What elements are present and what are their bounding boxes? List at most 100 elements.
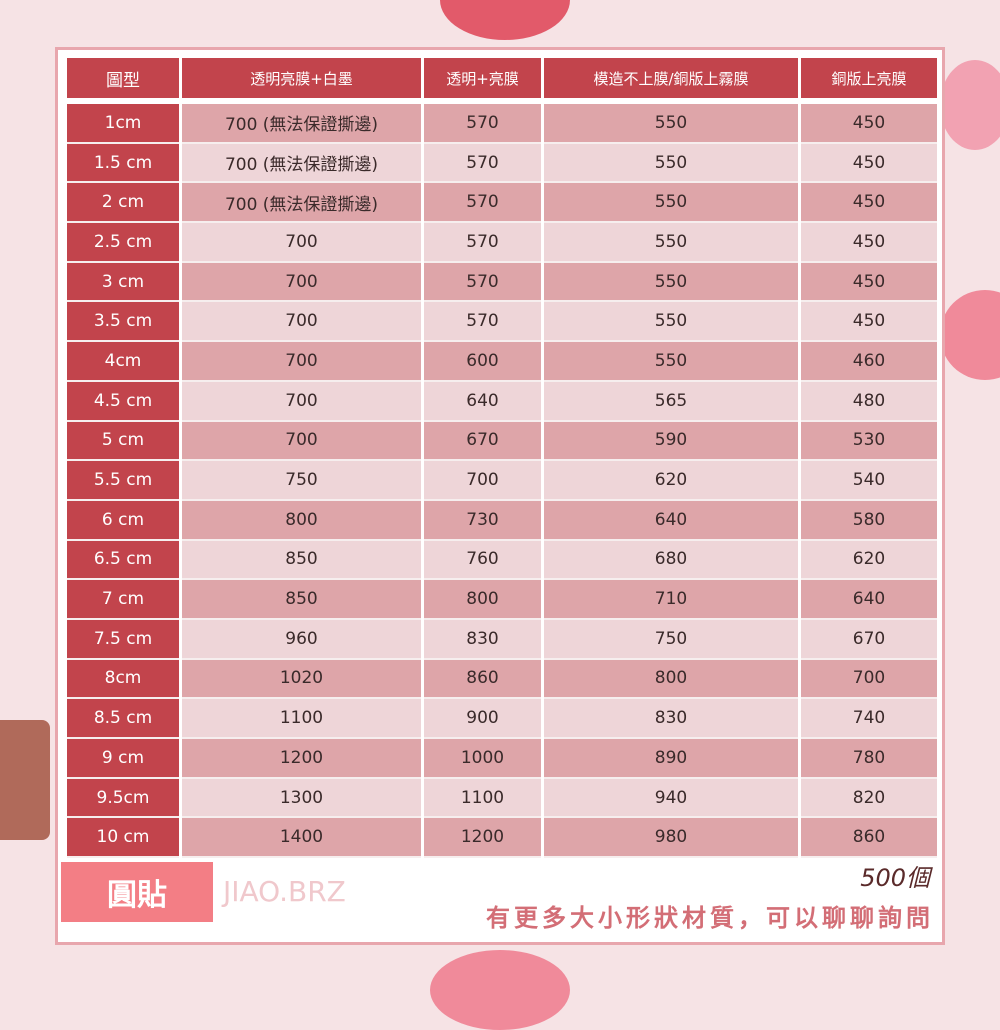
price-cell: 800 (544, 659, 798, 700)
price-cell: 1100 (182, 699, 421, 739)
brand-watermark: JIAO.BRZ (223, 875, 346, 908)
price-cell: 565 (544, 381, 798, 422)
product-tag: 圓貼 (61, 862, 213, 922)
price-cell: 830 (544, 699, 798, 739)
price-cell: 570 (424, 183, 541, 224)
table-row: 9.5cm 1300 1100 940 820 (67, 778, 938, 819)
size-cell: 4.5 cm (67, 381, 179, 422)
price-table-panel: 圖型 透明亮膜+白墨 透明+亮膜 模造不上膜/銅版上霧膜 銅版上亮膜 1cm 70… (55, 47, 945, 945)
price-cell: 550 (544, 104, 798, 144)
price-cell: 700 (無法保證撕邊) (182, 104, 421, 144)
size-cell: 9.5cm (67, 778, 179, 819)
table-row: 8cm 1020 860 800 700 (67, 659, 938, 700)
size-cell: 8cm (67, 659, 179, 700)
price-cell: 760 (424, 540, 541, 581)
size-cell: 2.5 cm (67, 223, 179, 263)
table-row: 5 cm 700 670 590 530 (67, 421, 938, 462)
price-cell: 450 (801, 262, 937, 303)
price-cell: 590 (544, 421, 798, 462)
table-row: 7 cm 850 800 710 640 (67, 580, 938, 620)
size-cell: 4cm (67, 342, 179, 382)
price-cell: 700 (424, 461, 541, 501)
decoration (440, 0, 570, 40)
price-cell: 670 (801, 619, 937, 660)
price-cell: 570 (424, 262, 541, 303)
table-row: 1.5 cm 700 (無法保證撕邊) 570 550 450 (67, 143, 938, 184)
header-cell: 圖型 (67, 58, 179, 98)
price-cell: 700 (182, 223, 421, 263)
price-cell: 850 (182, 580, 421, 620)
size-cell: 3.5 cm (67, 302, 179, 343)
price-cell: 1200 (424, 818, 541, 859)
price-cell: 900 (424, 699, 541, 739)
size-cell: 6.5 cm (67, 540, 179, 581)
price-cell: 860 (801, 818, 937, 859)
table-row: 2.5 cm 700 570 550 450 (67, 223, 938, 263)
price-cell: 730 (424, 500, 541, 541)
price-cell: 750 (182, 461, 421, 501)
size-cell: 1cm (67, 104, 179, 144)
table-row: 5.5 cm 750 700 620 540 (67, 461, 938, 501)
table-row: 3 cm 700 570 550 450 (67, 262, 938, 303)
price-cell: 450 (801, 104, 937, 144)
price-cell: 570 (424, 143, 541, 184)
price-cell: 1200 (182, 739, 421, 779)
price-cell: 570 (424, 104, 541, 144)
table-row: 9 cm 1200 1000 890 780 (67, 739, 938, 779)
table-row: 10 cm 1400 1200 980 860 (67, 818, 938, 859)
price-cell: 700 (無法保證撕邊) (182, 143, 421, 184)
price-cell: 890 (544, 739, 798, 779)
price-cell: 740 (801, 699, 937, 739)
price-cell: 830 (424, 619, 541, 660)
size-cell: 2 cm (67, 183, 179, 224)
price-cell: 700 (182, 421, 421, 462)
price-cell: 640 (801, 580, 937, 620)
price-cell: 700 (182, 381, 421, 422)
decoration (430, 950, 570, 1030)
price-cell: 550 (544, 183, 798, 224)
size-cell: 1.5 cm (67, 143, 179, 184)
price-cell: 600 (424, 342, 541, 382)
price-cell: 620 (544, 461, 798, 501)
price-cell: 670 (424, 421, 541, 462)
price-cell: 960 (182, 619, 421, 660)
table-row: 1cm 700 (無法保證撕邊) 570 550 450 (67, 104, 938, 144)
price-cell: 940 (544, 778, 798, 819)
price-cell: 530 (801, 421, 937, 462)
price-cell: 1100 (424, 778, 541, 819)
table-row: 6.5 cm 850 760 680 620 (67, 540, 938, 581)
size-cell: 7 cm (67, 580, 179, 620)
price-cell: 570 (424, 302, 541, 343)
price-cell: 550 (544, 143, 798, 184)
price-cell: 710 (544, 580, 798, 620)
price-cell: 540 (801, 461, 937, 501)
decoration (940, 290, 1000, 380)
price-cell: 800 (424, 580, 541, 620)
price-cell: 800 (182, 500, 421, 541)
size-cell: 3 cm (67, 262, 179, 303)
size-cell: 5 cm (67, 421, 179, 462)
price-cell: 580 (801, 500, 937, 541)
price-cell: 640 (424, 381, 541, 422)
price-cell: 460 (801, 342, 937, 382)
size-cell: 9 cm (67, 739, 179, 779)
price-cell: 620 (801, 540, 937, 581)
price-cell: 700 (801, 659, 937, 700)
price-table: 圖型 透明亮膜+白墨 透明+亮膜 模造不上膜/銅版上霧膜 銅版上亮膜 1cm 70… (67, 58, 938, 859)
table-row: 3.5 cm 700 570 550 450 (67, 302, 938, 343)
price-cell: 700 (182, 342, 421, 382)
price-cell: 450 (801, 223, 937, 263)
table-row: 4.5 cm 700 640 565 480 (67, 381, 938, 422)
price-cell: 450 (801, 302, 937, 343)
size-cell: 10 cm (67, 818, 179, 859)
table-row: 4cm 700 600 550 460 (67, 342, 938, 382)
quantity-label: 500個 (860, 864, 930, 892)
table-row: 2 cm 700 (無法保證撕邊) 570 550 450 (67, 183, 938, 224)
price-cell: 850 (182, 540, 421, 581)
price-cell: 860 (424, 659, 541, 700)
decoration (940, 60, 1000, 150)
header-cell: 透明亮膜+白墨 (182, 58, 421, 98)
size-cell: 6 cm (67, 500, 179, 541)
table-row: 8.5 cm 1100 900 830 740 (67, 699, 938, 739)
table-header-row: 圖型 透明亮膜+白墨 透明+亮膜 模造不上膜/銅版上霧膜 銅版上亮膜 (67, 58, 938, 98)
